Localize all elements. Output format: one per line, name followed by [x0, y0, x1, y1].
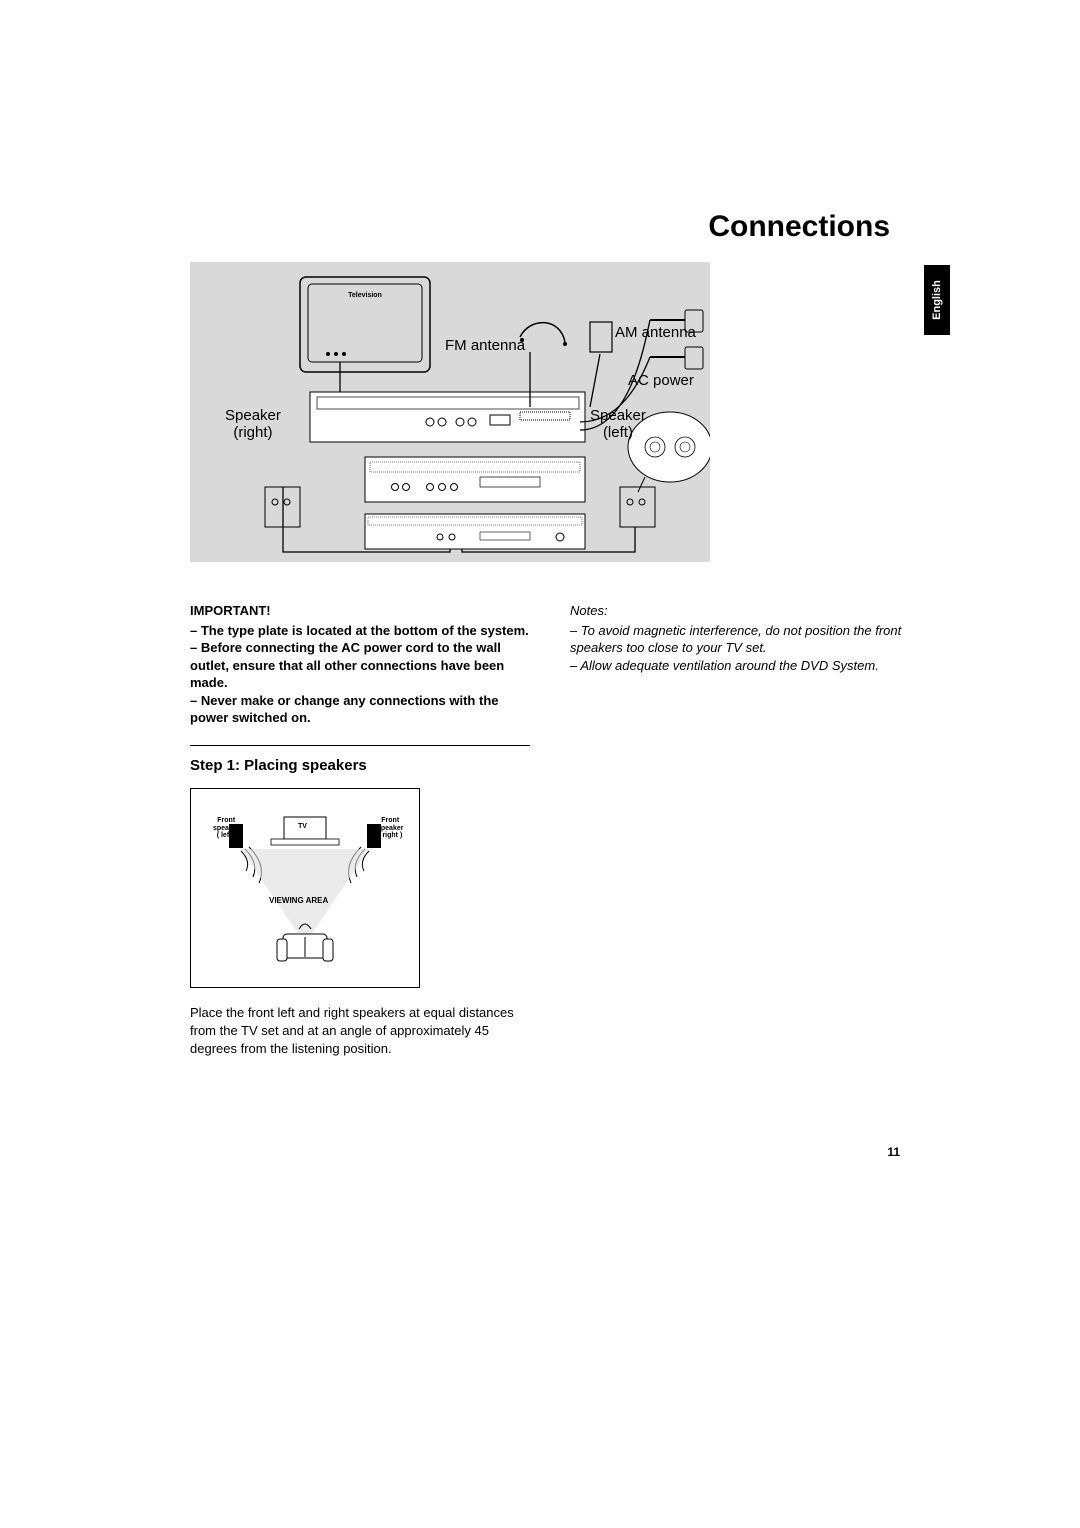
step1-heading: Step 1: Placing speakers [190, 756, 530, 776]
notes-item-1: – To avoid magnetic interference, do not… [570, 622, 910, 657]
fm-antenna-icon [520, 323, 567, 346]
placement-diagram: Front speaker ( left ) TV Front speaker … [190, 788, 420, 988]
notes-item-2: – Allow adequate ventilation around the … [570, 657, 910, 675]
separator-rule [190, 745, 530, 746]
fm-antenna-label: FM antenna [445, 337, 525, 354]
pd-front-left-label: Front speaker ( left ) [213, 817, 239, 840]
pd-viewing-area-label: VIEWING AREA [269, 897, 328, 906]
television-icon: Television [300, 277, 430, 372]
pd-tv-label: TV [298, 823, 307, 831]
important-item-2: – Before connecting the AC power cord to… [190, 639, 530, 692]
pd-front-right-label: Front speaker ( right ) [377, 817, 403, 840]
am-antenna-icon [590, 322, 612, 352]
ac-power-label: AC power [628, 372, 694, 389]
page-title: Connections [190, 210, 910, 244]
am-antenna-label: AM antenna [615, 324, 696, 341]
important-item-3: – Never make or change any connections w… [190, 692, 530, 727]
system-back-panel-icon [310, 392, 585, 549]
speaker-right-label: Speaker (right) [225, 407, 281, 441]
important-heading: IMPORTANT! [190, 602, 530, 620]
page-number: 11 [887, 1145, 900, 1159]
step1-body: Place the front left and right speakers … [190, 1004, 530, 1059]
language-tab: English [924, 265, 950, 335]
notes-heading: Notes: [570, 602, 910, 620]
speaker-left-label: Speaker (left) [590, 407, 646, 441]
connection-diagram: Television [190, 262, 710, 562]
important-item-1: – The type plate is located at the botto… [190, 622, 530, 640]
television-label: Television [348, 292, 382, 299]
language-tab-label: English [931, 280, 943, 320]
